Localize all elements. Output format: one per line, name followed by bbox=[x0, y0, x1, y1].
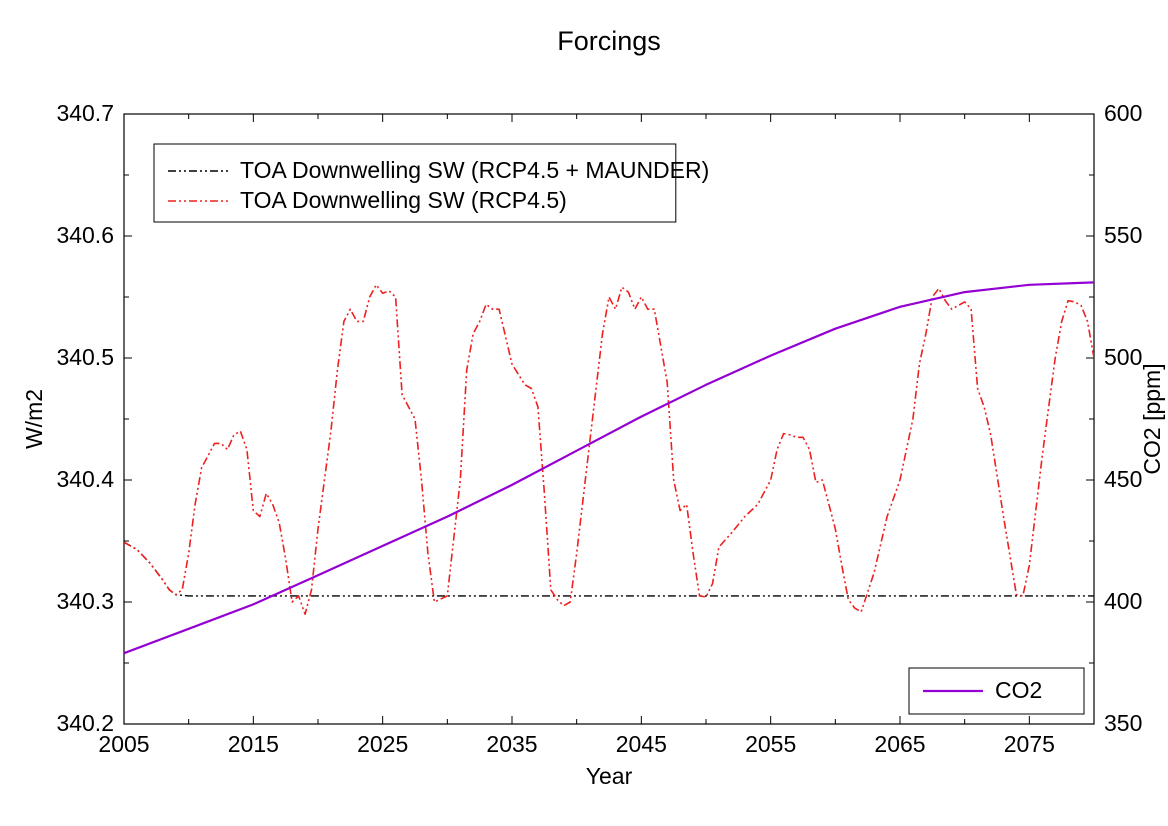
yr-tick-label: 400 bbox=[1104, 588, 1142, 614]
chart-svg: 20052015202520352045205520652075340.2340… bbox=[0, 0, 1168, 826]
x-tick-label: 2065 bbox=[874, 731, 925, 757]
yl-tick-label: 340.2 bbox=[56, 710, 114, 736]
x-axis-label: Year bbox=[586, 763, 633, 789]
x-tick-label: 2015 bbox=[228, 731, 279, 757]
yr-tick-label: 450 bbox=[1104, 466, 1142, 492]
x-tick-label: 2075 bbox=[1004, 731, 1055, 757]
chart-title: Forcings bbox=[557, 26, 661, 56]
legend-label: TOA Downwelling SW (RCP4.5 + MAUNDER) bbox=[240, 157, 709, 183]
series-group bbox=[124, 282, 1094, 653]
x-tick-label: 2045 bbox=[616, 731, 667, 757]
yl-tick-label: 340.5 bbox=[56, 344, 114, 370]
x-tick-label: 2035 bbox=[486, 731, 537, 757]
legend-label: TOA Downwelling SW (RCP4.5) bbox=[240, 187, 567, 213]
series-TOA Downwelling SW (RCP4.5) bbox=[124, 285, 1094, 614]
x-tick-label: 2055 bbox=[745, 731, 796, 757]
yr-tick-label: 350 bbox=[1104, 710, 1142, 736]
yr-tick-label: 600 bbox=[1104, 100, 1142, 126]
yl-tick-label: 340.4 bbox=[56, 466, 114, 492]
y-axis-right-label: CO2 [ppm] bbox=[1139, 363, 1165, 474]
yl-tick-label: 340.6 bbox=[56, 222, 114, 248]
yr-tick-label: 550 bbox=[1104, 222, 1142, 248]
x-tick-label: 2025 bbox=[357, 731, 408, 757]
series-CO2 bbox=[124, 282, 1094, 653]
yl-tick-label: 340.7 bbox=[56, 100, 114, 126]
yl-tick-label: 340.3 bbox=[56, 588, 114, 614]
chart-container: 20052015202520352045205520652075340.2340… bbox=[0, 0, 1168, 826]
series-TOA Downwelling SW (RCP4.5 + MAUNDER) bbox=[124, 542, 1094, 596]
legend-label-co2: CO2 bbox=[995, 677, 1042, 703]
yr-tick-label: 500 bbox=[1104, 344, 1142, 370]
y-axis-left-label: W/m2 bbox=[21, 389, 47, 449]
